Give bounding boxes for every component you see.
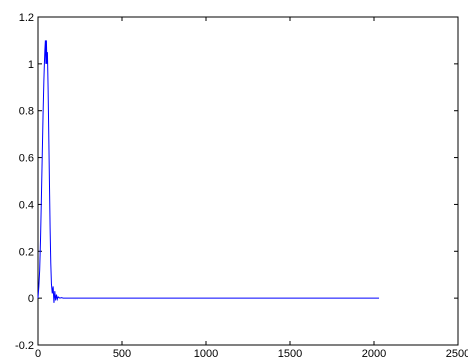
axis-ticks: 0 500 1000 1500 2000 2500-0.200.20.40.60.811.… — [15, 12, 468, 360]
x-tick-label: 2000 — [362, 348, 386, 360]
x-tick-label: 500 — [113, 348, 131, 360]
series-line-1 — [37, 40, 380, 303]
y-tick-label: -0.2 — [15, 340, 34, 352]
x-tick-label: 1000 — [194, 348, 218, 360]
x-tick-label: 0 — [35, 348, 41, 360]
y-tick-label: 0.2 — [19, 246, 34, 258]
x-tick-label: 2500 — [446, 348, 468, 360]
y-tick-label: 0.8 — [19, 106, 34, 118]
y-tick-label: 1.2 — [19, 12, 34, 24]
y-tick-label: 1 — [28, 59, 34, 71]
plot-area — [37, 16, 459, 346]
y-tick-label: 0.4 — [19, 199, 34, 211]
y-tick-label: 0.6 — [19, 153, 34, 165]
x-tick-label: 1500 — [278, 348, 302, 360]
series-group — [37, 40, 380, 303]
y-tick-label: 0 — [28, 293, 34, 305]
